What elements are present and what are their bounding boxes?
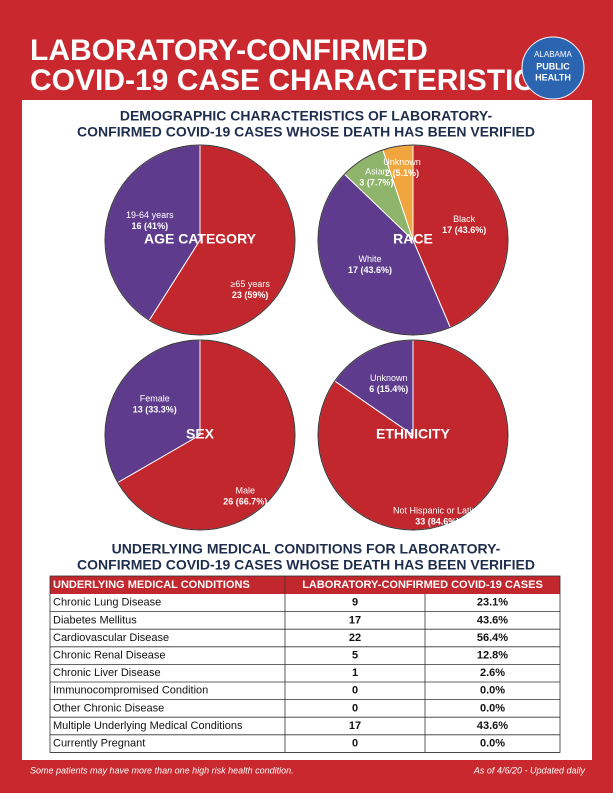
slice-label: Male bbox=[235, 486, 255, 496]
cell: Multiple Underlying Medical Conditions bbox=[53, 720, 243, 732]
cell: 0 bbox=[352, 702, 358, 714]
cell: 5 bbox=[352, 650, 358, 662]
cell: 0.0% bbox=[480, 702, 505, 714]
cell: 0.0% bbox=[480, 685, 505, 697]
logo-text: ALABAMA bbox=[534, 50, 572, 59]
column-header: UNDERLYING MEDICAL CONDITIONS bbox=[53, 579, 250, 591]
slice-label: Black bbox=[453, 214, 476, 224]
cell: 56.4% bbox=[477, 632, 508, 644]
section-heading: DEMOGRAPHIC CHARACTERISTICS OF LABORATOR… bbox=[120, 108, 493, 124]
slice-value: 23 (59%) bbox=[232, 290, 269, 300]
cell: 9 bbox=[352, 597, 358, 609]
section-heading: UNDERLYING MEDICAL CONDITIONS FOR LABORA… bbox=[112, 541, 501, 557]
cell: 22 bbox=[349, 632, 361, 644]
cell: 17 bbox=[349, 614, 361, 626]
logo bbox=[521, 36, 585, 100]
cell: 23.1% bbox=[477, 597, 508, 609]
footnote: Some patients may have more than one hig… bbox=[30, 765, 294, 775]
section-heading: CONFIRMED COVID-19 CASES WHOSE DEATH HAS… bbox=[77, 124, 535, 140]
cell: 0 bbox=[352, 685, 358, 697]
slice-label: ≥65 years bbox=[230, 279, 270, 289]
cell: Chronic Lung Disease bbox=[53, 597, 161, 609]
cell: 0 bbox=[352, 738, 358, 750]
logo-text: PUBLIC bbox=[536, 61, 570, 71]
date-note: As of 4/6/20 - Updated daily bbox=[473, 765, 586, 775]
cell: 43.6% bbox=[477, 720, 508, 732]
slice-label: Asian bbox=[365, 167, 388, 177]
slice-value: 6 (15.4%) bbox=[369, 384, 408, 394]
slice-label: Not Hispanic or Latino bbox=[393, 506, 482, 516]
cell: Cardiovascular Disease bbox=[53, 632, 169, 644]
cell: 0.0% bbox=[480, 738, 505, 750]
title: LABORATORY-CONFIRMED bbox=[30, 34, 428, 67]
cell: Chronic Liver Disease bbox=[53, 667, 161, 679]
cell: Currently Pregnant bbox=[53, 738, 145, 750]
cell: 43.6% bbox=[477, 614, 508, 626]
section-heading: CONFIRMED COVID-19 CASES WHOSE DEATH HAS… bbox=[77, 557, 535, 573]
pie-outline bbox=[104, 144, 296, 336]
cell: 17 bbox=[349, 720, 361, 732]
slice-value: 26 (66.7%) bbox=[223, 497, 267, 507]
slice-label: White bbox=[358, 254, 381, 264]
column-header: LABORATORY-CONFIRMED COVID-19 CASES bbox=[302, 579, 543, 591]
pie-title: SEX bbox=[186, 426, 215, 442]
slice-value: 16 (41%) bbox=[132, 221, 169, 231]
pie-outline bbox=[104, 339, 296, 531]
slice-label: Unknown bbox=[370, 373, 408, 383]
cell: 2.6% bbox=[480, 667, 505, 679]
pie-outline bbox=[317, 144, 509, 336]
pie-title: AGE CATEGORY bbox=[144, 231, 257, 247]
slice-label: Unknown bbox=[383, 157, 421, 167]
cell: Immunocompromised Condition bbox=[53, 685, 208, 697]
slice-value: 2 (5.1%) bbox=[385, 168, 419, 178]
pie-title: ETHNICITY bbox=[376, 426, 451, 442]
cell: Diabetes Mellitus bbox=[53, 614, 137, 626]
slice-value: 17 (43.6%) bbox=[348, 265, 392, 275]
table-header bbox=[50, 576, 560, 594]
cell: Other Chronic Disease bbox=[53, 702, 164, 714]
cell: Chronic Renal Disease bbox=[53, 650, 166, 662]
slice-value: 33 (84.6%) bbox=[415, 517, 459, 527]
slice-label: Female bbox=[140, 393, 170, 403]
table-border bbox=[49, 575, 561, 753]
logo-text: HEALTH bbox=[535, 72, 571, 82]
pie-outline bbox=[317, 339, 509, 531]
cell: 12.8% bbox=[477, 650, 508, 662]
pie-title: RACE bbox=[393, 231, 433, 247]
title: COVID-19 CASE CHARACTERISTICS bbox=[30, 64, 555, 97]
cell: 1 bbox=[352, 667, 358, 679]
slice-label: 19-64 years bbox=[126, 210, 174, 220]
slice-value: 3 (7.7%) bbox=[359, 178, 393, 188]
slice-value: 17 (43.6%) bbox=[442, 225, 486, 235]
slice-value: 13 (33.3%) bbox=[133, 404, 177, 414]
